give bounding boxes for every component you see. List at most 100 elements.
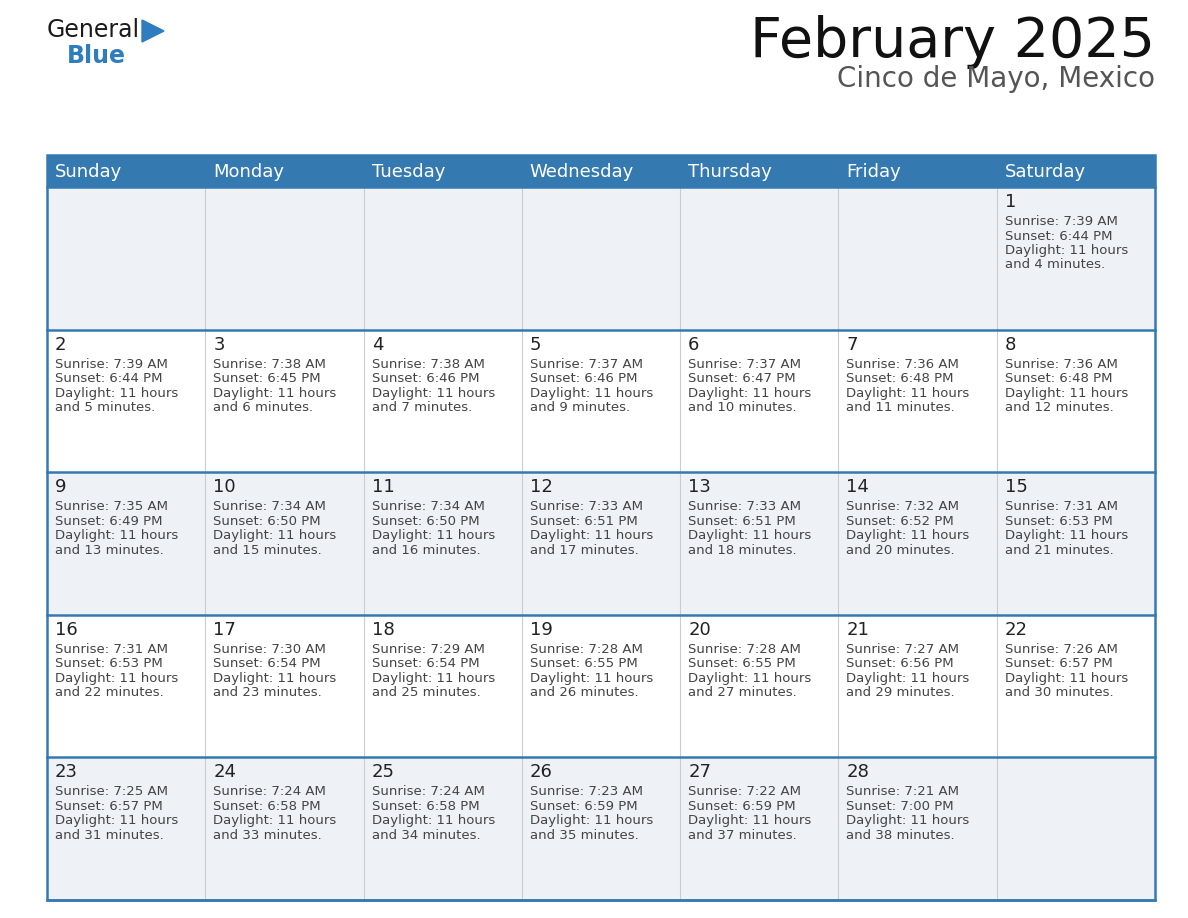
Text: and 6 minutes.: and 6 minutes.	[214, 401, 314, 414]
Text: Daylight: 11 hours: Daylight: 11 hours	[372, 386, 495, 399]
Bar	[48, 155, 1155, 900]
Text: General: General	[48, 18, 140, 42]
Bar	[522, 187, 681, 330]
Text: Sunrise: 7:32 AM: Sunrise: 7:32 AM	[846, 500, 960, 513]
Bar	[997, 757, 1155, 900]
Text: 24: 24	[214, 764, 236, 781]
Text: Sunrise: 7:25 AM: Sunrise: 7:25 AM	[55, 786, 168, 799]
Text: and 16 minutes.: and 16 minutes.	[372, 543, 480, 556]
Text: Sunrise: 7:34 AM: Sunrise: 7:34 AM	[372, 500, 485, 513]
Text: Daylight: 11 hours: Daylight: 11 hours	[1005, 672, 1127, 685]
Text: 20: 20	[688, 621, 710, 639]
Text: Daylight: 11 hours: Daylight: 11 hours	[530, 529, 653, 543]
Text: Sunrise: 7:37 AM: Sunrise: 7:37 AM	[688, 358, 801, 371]
Text: Sunrise: 7:29 AM: Sunrise: 7:29 AM	[372, 643, 485, 655]
Text: Sunrise: 7:30 AM: Sunrise: 7:30 AM	[214, 643, 327, 655]
Text: Daylight: 11 hours: Daylight: 11 hours	[1005, 386, 1127, 399]
Bar	[522, 757, 681, 900]
Text: and 7 minutes.: and 7 minutes.	[372, 401, 472, 414]
Text: Daylight: 11 hours: Daylight: 11 hours	[55, 672, 178, 685]
Bar	[48, 155, 1155, 187]
Text: and 9 minutes.: and 9 minutes.	[530, 401, 630, 414]
Text: 1: 1	[1005, 193, 1016, 211]
Bar	[206, 187, 364, 330]
Bar	[839, 472, 997, 615]
Text: Daylight: 11 hours: Daylight: 11 hours	[55, 814, 178, 827]
Bar	[48, 472, 206, 615]
Text: Sunset: 6:54 PM: Sunset: 6:54 PM	[214, 657, 321, 670]
Bar	[681, 330, 839, 472]
Text: Sunrise: 7:37 AM: Sunrise: 7:37 AM	[530, 358, 643, 371]
Text: 11: 11	[372, 478, 394, 497]
Bar	[997, 187, 1155, 330]
Text: Blue: Blue	[67, 44, 126, 68]
Text: Sunset: 6:53 PM: Sunset: 6:53 PM	[1005, 515, 1112, 528]
Text: and 34 minutes.: and 34 minutes.	[372, 829, 480, 842]
Text: Daylight: 11 hours: Daylight: 11 hours	[55, 386, 178, 399]
Text: Daylight: 11 hours: Daylight: 11 hours	[530, 814, 653, 827]
Text: and 29 minutes.: and 29 minutes.	[846, 687, 955, 700]
Text: Daylight: 11 hours: Daylight: 11 hours	[1005, 529, 1127, 543]
Text: Sunrise: 7:21 AM: Sunrise: 7:21 AM	[846, 786, 960, 799]
Text: 15: 15	[1005, 478, 1028, 497]
Text: 9: 9	[55, 478, 67, 497]
Bar	[206, 757, 364, 900]
Text: 18: 18	[372, 621, 394, 639]
Text: Monday: Monday	[214, 163, 284, 181]
Bar	[48, 187, 206, 330]
Text: Daylight: 11 hours: Daylight: 11 hours	[214, 386, 336, 399]
Text: 7: 7	[846, 336, 858, 353]
Bar	[48, 757, 206, 900]
Text: Daylight: 11 hours: Daylight: 11 hours	[846, 386, 969, 399]
Text: and 23 minutes.: and 23 minutes.	[214, 687, 322, 700]
Text: 28: 28	[846, 764, 870, 781]
Text: and 17 minutes.: and 17 minutes.	[530, 543, 639, 556]
Text: Sunrise: 7:31 AM: Sunrise: 7:31 AM	[1005, 500, 1118, 513]
Text: Sunset: 6:50 PM: Sunset: 6:50 PM	[214, 515, 321, 528]
Text: Sunset: 6:44 PM: Sunset: 6:44 PM	[55, 372, 163, 385]
Text: Sunset: 6:47 PM: Sunset: 6:47 PM	[688, 372, 796, 385]
Text: 16: 16	[55, 621, 77, 639]
Text: 2: 2	[55, 336, 67, 353]
Text: 12: 12	[530, 478, 552, 497]
Text: 23: 23	[55, 764, 78, 781]
Text: and 27 minutes.: and 27 minutes.	[688, 687, 797, 700]
Bar	[839, 330, 997, 472]
Bar	[681, 472, 839, 615]
Text: Sunset: 6:50 PM: Sunset: 6:50 PM	[372, 515, 479, 528]
Text: 6: 6	[688, 336, 700, 353]
Text: 8: 8	[1005, 336, 1016, 353]
Text: Tuesday: Tuesday	[372, 163, 446, 181]
Bar	[206, 472, 364, 615]
Text: Daylight: 11 hours: Daylight: 11 hours	[214, 672, 336, 685]
Text: Sunset: 6:59 PM: Sunset: 6:59 PM	[688, 800, 796, 813]
Text: Saturday: Saturday	[1005, 163, 1086, 181]
Text: Sunrise: 7:34 AM: Sunrise: 7:34 AM	[214, 500, 327, 513]
Text: Sunset: 6:55 PM: Sunset: 6:55 PM	[530, 657, 638, 670]
Bar	[364, 187, 522, 330]
Text: Cinco de Mayo, Mexico: Cinco de Mayo, Mexico	[838, 65, 1155, 93]
Text: 21: 21	[846, 621, 870, 639]
Text: Sunset: 6:57 PM: Sunset: 6:57 PM	[55, 800, 163, 813]
Text: Sunset: 6:53 PM: Sunset: 6:53 PM	[55, 657, 163, 670]
Text: and 18 minutes.: and 18 minutes.	[688, 543, 797, 556]
Text: Sunrise: 7:33 AM: Sunrise: 7:33 AM	[688, 500, 801, 513]
Text: 14: 14	[846, 478, 870, 497]
Text: Sunrise: 7:28 AM: Sunrise: 7:28 AM	[530, 643, 643, 655]
Text: Daylight: 11 hours: Daylight: 11 hours	[372, 814, 495, 827]
Text: 17: 17	[214, 621, 236, 639]
Bar	[364, 330, 522, 472]
Text: Thursday: Thursday	[688, 163, 772, 181]
Text: Sunrise: 7:23 AM: Sunrise: 7:23 AM	[530, 786, 643, 799]
Text: Daylight: 11 hours: Daylight: 11 hours	[214, 814, 336, 827]
Bar	[364, 472, 522, 615]
Text: and 35 minutes.: and 35 minutes.	[530, 829, 639, 842]
Text: and 30 minutes.: and 30 minutes.	[1005, 687, 1113, 700]
Text: and 38 minutes.: and 38 minutes.	[846, 829, 955, 842]
Text: Daylight: 11 hours: Daylight: 11 hours	[55, 529, 178, 543]
Text: Daylight: 11 hours: Daylight: 11 hours	[846, 529, 969, 543]
Bar	[364, 757, 522, 900]
Text: 3: 3	[214, 336, 225, 353]
Text: and 11 minutes.: and 11 minutes.	[846, 401, 955, 414]
Text: Sunrise: 7:39 AM: Sunrise: 7:39 AM	[55, 358, 168, 371]
